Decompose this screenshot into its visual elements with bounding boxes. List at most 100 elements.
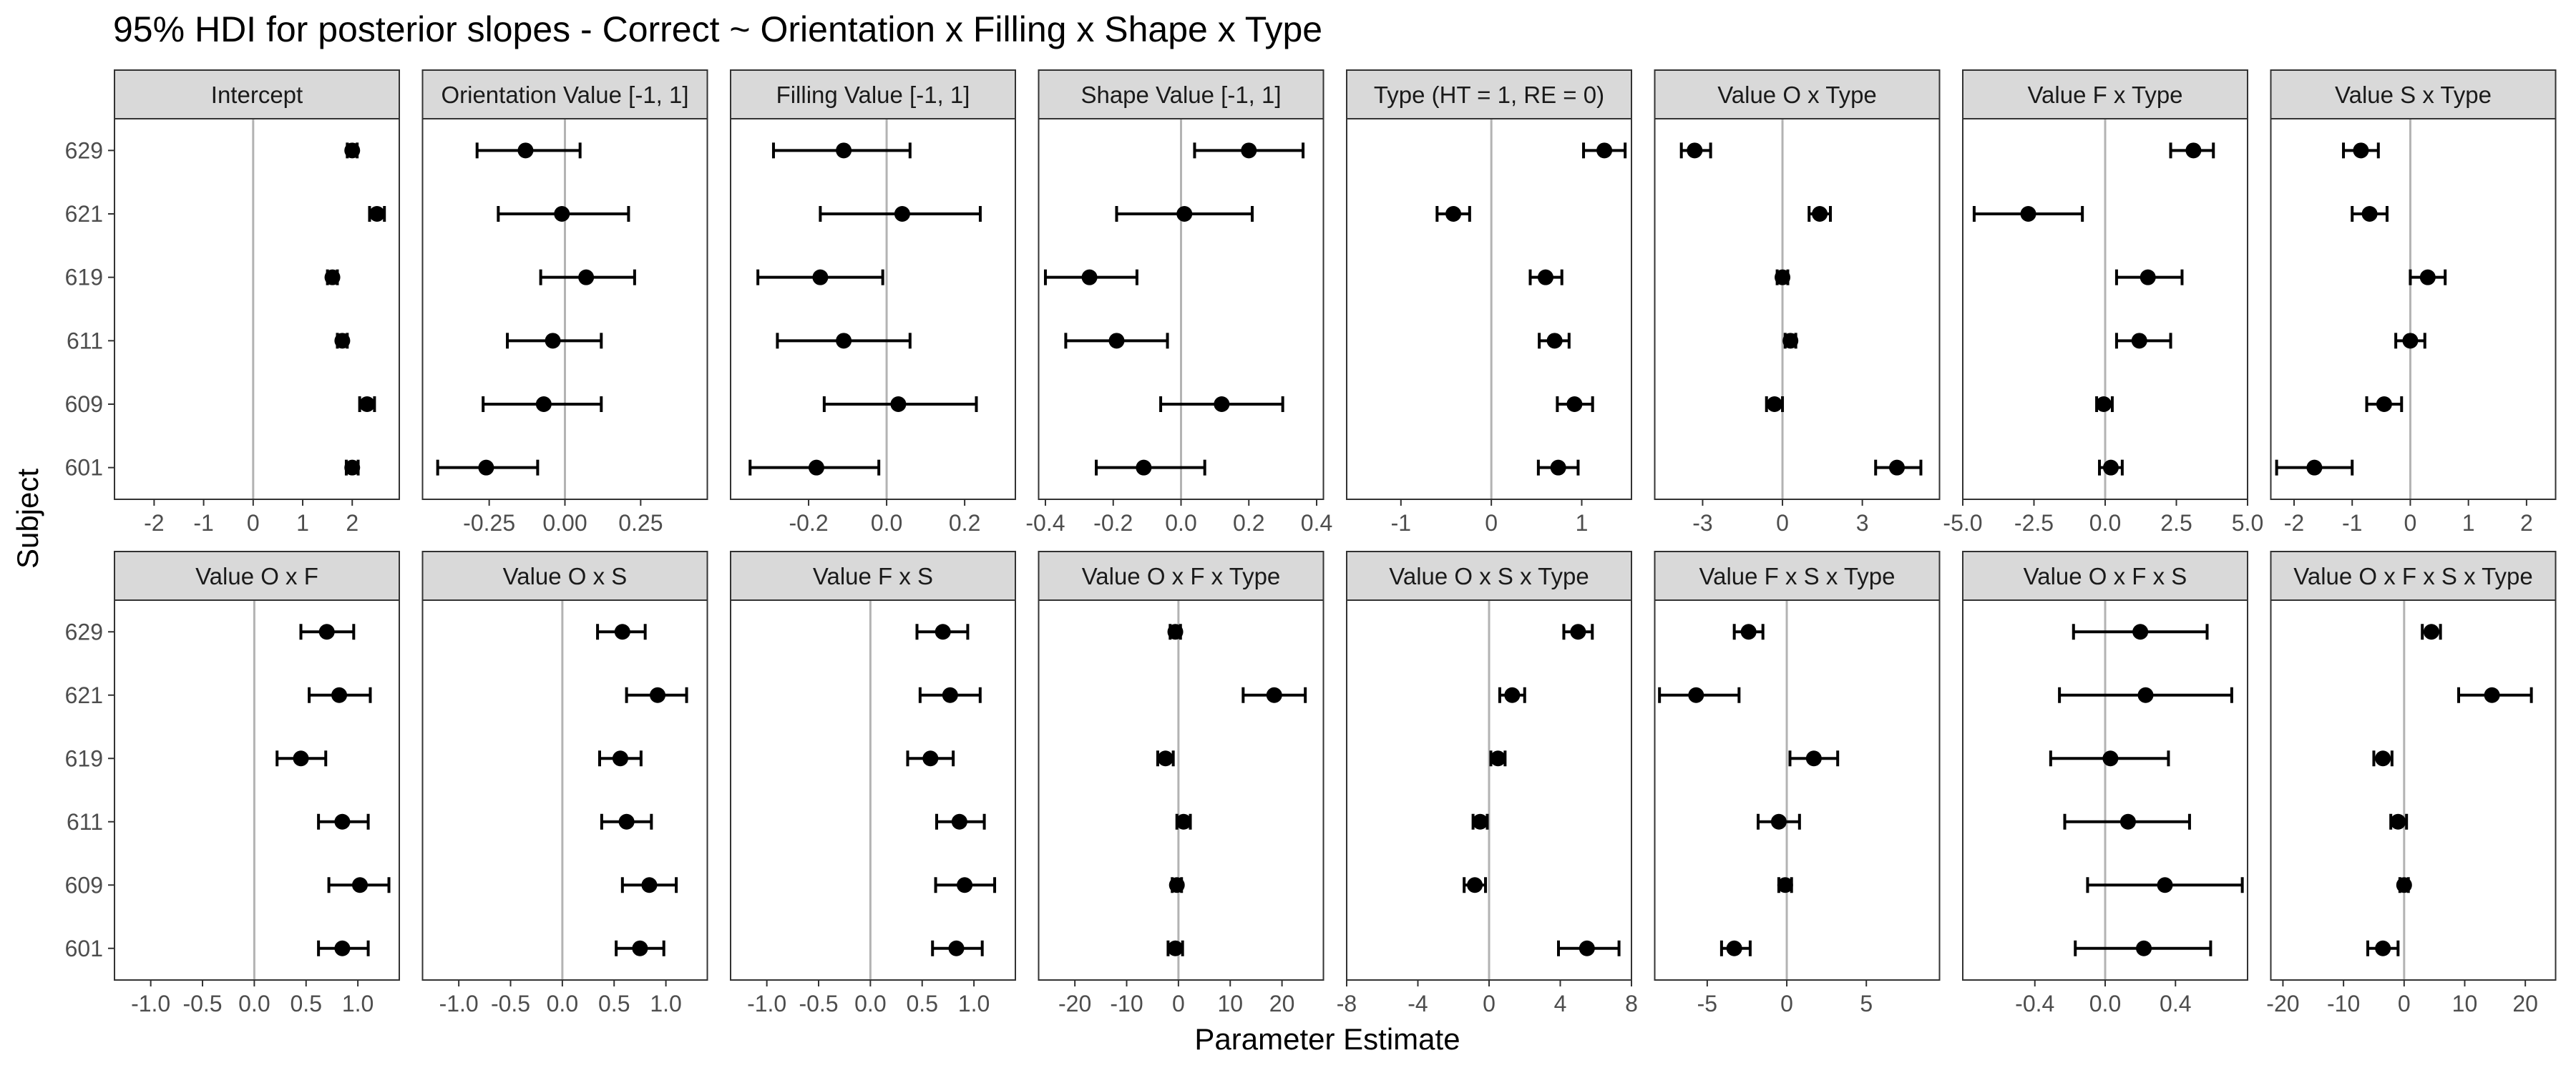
facet-strip-label: Value O x F [195, 563, 318, 589]
estimate-point [535, 396, 552, 412]
facet-strip-label: Value O x S [503, 563, 628, 589]
estimate-point [2131, 333, 2147, 349]
plot-area [2270, 600, 2556, 980]
estimate-point [641, 877, 658, 893]
x-tick-label: -0.5 [799, 991, 838, 1016]
panel-border [730, 599, 1016, 981]
facet-strip [1962, 551, 2248, 601]
x-tick-label: 0.0 [854, 991, 886, 1016]
plot-area [1654, 119, 1940, 499]
facet-strip-label: Value O x F x S [2024, 563, 2187, 589]
facet-strip [1038, 551, 1324, 601]
facet-panels: Intercept-2 -1 0 1 2629621619611609601Orient… [65, 69, 2557, 1016]
estimate-point [1812, 206, 1828, 222]
panel-10: Value O x S -1.0 -0.5 0.0 0.5 1.0 [421, 551, 708, 1016]
estimate-point [1777, 877, 1793, 893]
estimate-point [1550, 459, 1566, 476]
estimate-point [1570, 624, 1586, 640]
facet-strip-label: Type (HT = 1, RE = 0) [1374, 82, 1604, 108]
estimate-point [1176, 813, 1192, 830]
x-tick-label: -2 [144, 510, 164, 536]
facet-strip-label: Value S x Type [2335, 82, 2492, 108]
panel-border [114, 118, 400, 500]
estimate-point [334, 333, 351, 349]
estimate-point [957, 877, 973, 893]
x-tick-label: -0.4 [1025, 510, 1065, 536]
panel-border [1654, 118, 1941, 500]
estimate-point [1766, 396, 1782, 412]
estimate-point [1490, 750, 1506, 767]
facet-strip-label: Filling Value [-1, 1] [776, 82, 970, 108]
x-tick-label: 0.4 [1301, 510, 1332, 536]
facet-strip [2270, 69, 2557, 119]
x-tick-label: -10 [1110, 991, 1143, 1016]
y-tick-label: 619 [65, 745, 103, 771]
estimate-point [1782, 333, 1799, 349]
estimate-point [1770, 813, 1787, 830]
estimate-point [836, 333, 852, 349]
x-tick-label: -5.0 [1943, 510, 1982, 536]
x-tick-label: -8 [1337, 991, 1357, 1016]
x-tick-label: 0.0 [1165, 510, 1196, 536]
estimate-point [2376, 396, 2392, 412]
x-tick-label: 0 [2404, 510, 2417, 536]
x-tick-label: 1.0 [342, 991, 374, 1016]
panel-2: Orientation Value [-1, 1] -0.25 0.00 0.25 [421, 69, 708, 536]
estimate-point [935, 624, 951, 640]
facet-strip-label: Intercept [211, 82, 303, 108]
x-axis-title: Parameter Estimate [1194, 1022, 1460, 1056]
facet-strip [1654, 551, 1941, 601]
estimate-point [1445, 206, 1462, 222]
x-tick-label: 0 [1172, 991, 1185, 1016]
x-tick-label: 2 [2520, 510, 2533, 536]
panel-border [1346, 118, 1632, 500]
facet-strip-label: Shape Value [-1, 1] [1080, 82, 1281, 108]
x-tick-label: -1 [2342, 510, 2362, 536]
estimate-point [554, 206, 570, 222]
panel-12: Value O x F x Type -20 -10 0 10 20 [1038, 551, 1324, 1016]
estimate-point [942, 687, 958, 703]
estimate-point [836, 142, 852, 159]
x-tick-label: 0.5 [291, 991, 322, 1016]
panel-8: Value S x Type -2 -1 0 1 2 [2270, 69, 2557, 536]
estimate-point [812, 269, 829, 285]
x-tick-label: 2 [346, 510, 358, 536]
plot-area [2270, 119, 2556, 499]
facet-strip-label: Value O x Type [1717, 82, 1877, 108]
x-tick-label: -1.0 [131, 991, 170, 1016]
panel-15: Value O x F x S -0.4 0.0 0.4 [1962, 551, 2248, 1016]
x-tick-label: 0.0 [2089, 510, 2121, 536]
estimate-point [2140, 269, 2156, 285]
x-tick-label: 1.0 [958, 991, 990, 1016]
x-tick-label: 0.00 [542, 510, 587, 536]
x-tick-label: -1.0 [439, 991, 479, 1016]
facet-strip [730, 69, 1016, 119]
y-axis-title: Subject [11, 469, 44, 569]
x-tick-label: -0.5 [182, 991, 222, 1016]
x-tick-label: 10 [2452, 991, 2478, 1016]
facet-strip-label: Value F x S x Type [1699, 563, 1896, 589]
x-tick-label: -2.5 [2014, 510, 2054, 536]
panel-7: Value F x Type -5.0 -2.5 0.0 2.5 5.0 [1943, 69, 2263, 536]
panel-9: Value O x F -1.0 -0.5 0.0 0.5 1.0 629 621 619 611… [65, 551, 400, 1016]
panel-16: Value O x F x S x Type -20 -10 0 10 20 [2266, 551, 2557, 1016]
estimate-point [344, 142, 361, 159]
estimate-point [1740, 624, 1757, 640]
x-tick-label: -0.2 [1093, 510, 1133, 536]
x-tick-label: 1 [1576, 510, 1589, 536]
panel-border [421, 599, 708, 981]
panel-border [2270, 599, 2557, 981]
estimate-point [517, 142, 534, 159]
x-tick-label: 1 [2462, 510, 2475, 536]
estimate-point [2096, 396, 2112, 412]
estimate-point [1687, 142, 1703, 159]
x-tick-label: -0.25 [463, 510, 515, 536]
estimate-point [2419, 269, 2436, 285]
estimate-point [1176, 206, 1193, 222]
panel-border [1038, 599, 1324, 981]
panel-6: Value O x Type -3 0 3 [1654, 69, 1941, 536]
chart-title: 95% HDI for posterior slopes - Correct ~… [113, 9, 1322, 49]
estimate-point [359, 396, 376, 412]
estimate-point [2132, 624, 2149, 640]
x-tick-label: 0.0 [2089, 991, 2121, 1016]
